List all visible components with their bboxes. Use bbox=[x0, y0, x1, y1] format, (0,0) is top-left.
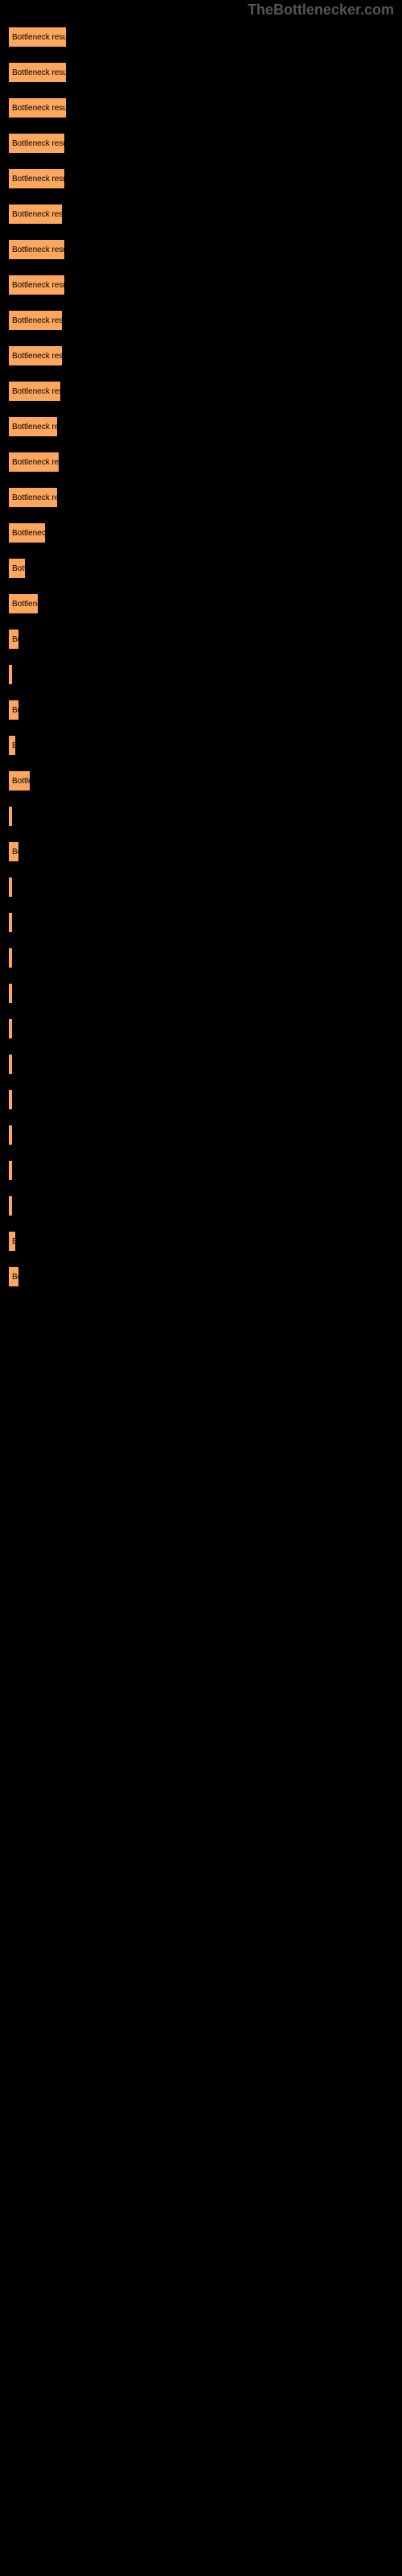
bar: Bottleneck result bbox=[8, 62, 67, 83]
bar bbox=[8, 806, 13, 827]
bar-row bbox=[8, 1160, 394, 1181]
bar: Bottleneck result bbox=[8, 239, 65, 260]
bar: B bbox=[8, 735, 16, 756]
bar: Bo bbox=[8, 841, 19, 862]
bar: Bottle bbox=[8, 770, 31, 791]
bar bbox=[8, 1018, 13, 1039]
bar: Bottleneck result bbox=[8, 133, 65, 154]
bar-row: Bottleneck res bbox=[8, 452, 394, 473]
bar: Bottleneck resu bbox=[8, 345, 63, 366]
bar bbox=[8, 664, 13, 685]
bar-row: Bottlene bbox=[8, 593, 394, 614]
bar bbox=[8, 1054, 13, 1075]
bar: Bott bbox=[8, 558, 26, 579]
bar-row: Bottleneck resu bbox=[8, 345, 394, 366]
bar: B bbox=[8, 1231, 16, 1252]
bar-row bbox=[8, 1054, 394, 1075]
bar-row: Bottleneck result bbox=[8, 27, 394, 47]
bar-row: Bo bbox=[8, 1266, 394, 1287]
bar-row bbox=[8, 947, 394, 968]
bar-row: Bottleneck resu bbox=[8, 204, 394, 225]
bar-row: Bottleneck result bbox=[8, 62, 394, 83]
bar bbox=[8, 877, 13, 898]
bar-row: Bottleneck result bbox=[8, 133, 394, 154]
bar-row bbox=[8, 1089, 394, 1110]
bar bbox=[8, 1160, 13, 1181]
bar: Bo bbox=[8, 1266, 19, 1287]
bar-row: Bo bbox=[8, 841, 394, 862]
bar: Bottleneck resu bbox=[8, 381, 61, 402]
bar-row: B bbox=[8, 1231, 394, 1252]
bar: Bo bbox=[8, 629, 19, 650]
bar: Bottleneck result bbox=[8, 97, 67, 118]
bar bbox=[8, 1089, 13, 1110]
bar-row: Bottleneck res bbox=[8, 487, 394, 508]
bar-row: Bottleneck res bbox=[8, 416, 394, 437]
bar-row: Bottle bbox=[8, 770, 394, 791]
bar-row bbox=[8, 1125, 394, 1146]
bar: Bottleneck res bbox=[8, 416, 58, 437]
bar-row: Bottleneck bbox=[8, 522, 394, 543]
bar-row: Bottleneck result bbox=[8, 168, 394, 189]
bar bbox=[8, 912, 13, 933]
bar-row bbox=[8, 1195, 394, 1216]
bar-row: Bottleneck result bbox=[8, 275, 394, 295]
bar bbox=[8, 1125, 13, 1146]
bar: Bottleneck resu bbox=[8, 310, 63, 331]
bar-row: B bbox=[8, 735, 394, 756]
bar: Bottleneck res bbox=[8, 452, 59, 473]
bar-row bbox=[8, 806, 394, 827]
bar-row: Bo bbox=[8, 700, 394, 720]
bar-row bbox=[8, 983, 394, 1004]
bar-row: Bott bbox=[8, 558, 394, 579]
bar: Bottleneck bbox=[8, 522, 46, 543]
bar: Bottleneck result bbox=[8, 168, 65, 189]
bar bbox=[8, 983, 13, 1004]
bar bbox=[8, 947, 13, 968]
watermark-text: TheBottlenecker.com bbox=[248, 2, 394, 19]
bar-row: Bottleneck resu bbox=[8, 310, 394, 331]
bar-row: Bottleneck resu bbox=[8, 381, 394, 402]
bar: Bottlene bbox=[8, 593, 39, 614]
bar-row bbox=[8, 1018, 394, 1039]
chart-container: Bottleneck result Bottleneck result Bottle… bbox=[0, 0, 402, 1310]
bar: Bottleneck res bbox=[8, 487, 58, 508]
bar-row bbox=[8, 664, 394, 685]
bar: Bottleneck result bbox=[8, 275, 65, 295]
bar-row: Bottleneck result bbox=[8, 97, 394, 118]
bar-row: Bottleneck result bbox=[8, 239, 394, 260]
bar: Bo bbox=[8, 700, 19, 720]
bar-row bbox=[8, 912, 394, 933]
bar: Bottleneck resu bbox=[8, 204, 63, 225]
bar-row: Bo bbox=[8, 629, 394, 650]
bar-row bbox=[8, 877, 394, 898]
bar bbox=[8, 1195, 13, 1216]
bar: Bottleneck result bbox=[8, 27, 67, 47]
